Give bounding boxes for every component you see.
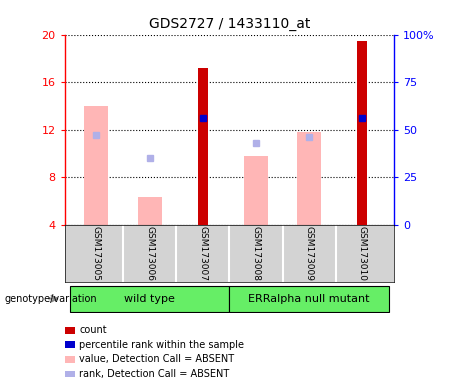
Bar — [84, 106, 108, 225]
Text: wild type: wild type — [124, 293, 175, 304]
Bar — [230, 286, 389, 311]
Text: rank, Detection Call = ABSENT: rank, Detection Call = ABSENT — [79, 369, 230, 379]
Text: GSM173009: GSM173009 — [305, 226, 313, 281]
Text: ERRalpha null mutant: ERRalpha null mutant — [248, 293, 370, 304]
Text: GSM173007: GSM173007 — [198, 226, 207, 281]
Text: GSM173010: GSM173010 — [358, 226, 367, 281]
Text: GSM173006: GSM173006 — [145, 226, 154, 281]
Bar — [297, 132, 321, 225]
Text: count: count — [79, 325, 107, 335]
Bar — [198, 68, 207, 225]
Bar — [138, 197, 161, 225]
Text: percentile rank within the sample: percentile rank within the sample — [79, 340, 244, 350]
Bar — [244, 156, 268, 225]
Text: GSM173008: GSM173008 — [251, 226, 260, 281]
Text: genotype/variation: genotype/variation — [5, 293, 97, 304]
Text: value, Detection Call = ABSENT: value, Detection Call = ABSENT — [79, 354, 234, 364]
Text: GSM173005: GSM173005 — [92, 226, 101, 281]
Bar — [70, 286, 229, 311]
Title: GDS2727 / 1433110_at: GDS2727 / 1433110_at — [148, 17, 310, 31]
Bar — [357, 40, 367, 225]
